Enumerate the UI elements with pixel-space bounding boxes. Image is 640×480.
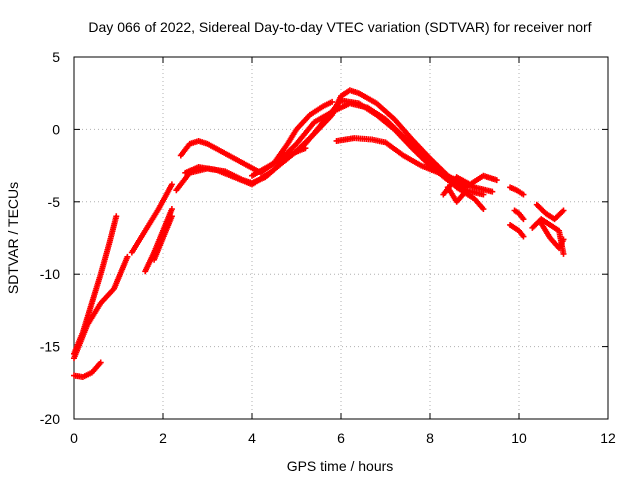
series-arc-a xyxy=(71,213,120,357)
x-tick-label: 6 xyxy=(337,430,345,446)
data-point-marker xyxy=(97,359,104,366)
data-point-marker xyxy=(520,233,527,240)
data-point-marker xyxy=(113,213,120,220)
series-arc-f xyxy=(151,213,175,263)
y-tick-label: -20 xyxy=(40,411,60,427)
data-point-marker xyxy=(520,191,527,198)
y-tick-label: 5 xyxy=(52,49,60,65)
series-arc-c xyxy=(71,359,104,381)
data-point-marker xyxy=(493,177,500,184)
series-arc-p xyxy=(507,221,527,240)
axis-ticks: 0 2 4 6 8 10 12 -20 -15 -10 -5 0 5 xyxy=(40,49,616,446)
data-point-marker xyxy=(302,145,309,152)
data-marks xyxy=(71,87,567,381)
data-point-marker xyxy=(329,98,336,105)
x-tick-label: 8 xyxy=(426,430,434,446)
y-tick-label: -15 xyxy=(40,339,60,355)
x-tick-label: 0 xyxy=(70,430,78,446)
data-point-marker xyxy=(489,188,496,195)
series-arc-b xyxy=(71,253,131,362)
series-arc-m xyxy=(440,172,500,198)
series-arc-h xyxy=(173,87,469,194)
series-arc-s xyxy=(533,201,567,223)
y-tick-label: 0 xyxy=(52,121,60,137)
data-point-marker xyxy=(560,250,567,257)
data-point-marker xyxy=(560,207,567,214)
chart-title: Day 066 of 2022, Sidereal Day-to-day VTE… xyxy=(88,19,591,35)
series-arc-q xyxy=(511,207,527,223)
x-tick-label: 10 xyxy=(511,430,527,446)
series-arc-k xyxy=(249,145,309,179)
x-tick-label: 2 xyxy=(159,430,167,446)
data-point-marker xyxy=(520,216,527,223)
data-point-marker xyxy=(480,191,487,198)
series-arc-l xyxy=(333,135,496,195)
series-arc-d xyxy=(128,181,175,256)
data-point-marker xyxy=(124,253,131,260)
series-arc-t xyxy=(538,220,567,252)
y-axis-label: SDTVAR / TECUs xyxy=(5,182,21,294)
y-tick-label: -5 xyxy=(48,194,61,210)
data-point-marker xyxy=(480,206,487,213)
data-point-marker xyxy=(560,236,567,243)
data-point-marker xyxy=(168,181,175,188)
series-arc-n xyxy=(444,184,469,205)
data-point-marker xyxy=(168,206,175,213)
grid-lines xyxy=(74,57,608,419)
x-tick-label: 12 xyxy=(600,430,616,446)
x-tick-label: 4 xyxy=(248,430,256,446)
series-arc-o xyxy=(507,184,527,198)
x-axis-label: GPS time / hours xyxy=(287,458,394,474)
data-point-marker xyxy=(168,213,175,220)
y-tick-label: -10 xyxy=(40,266,60,282)
data-point-marker xyxy=(462,188,469,195)
